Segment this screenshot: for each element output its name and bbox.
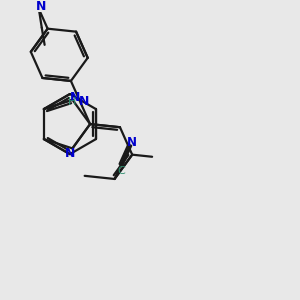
Text: N: N [70, 91, 80, 104]
Text: N: N [79, 95, 89, 108]
Text: N: N [65, 147, 75, 160]
Text: H: H [68, 97, 76, 107]
Text: C: C [117, 166, 125, 176]
Text: N: N [36, 0, 46, 13]
Text: N: N [127, 136, 137, 149]
